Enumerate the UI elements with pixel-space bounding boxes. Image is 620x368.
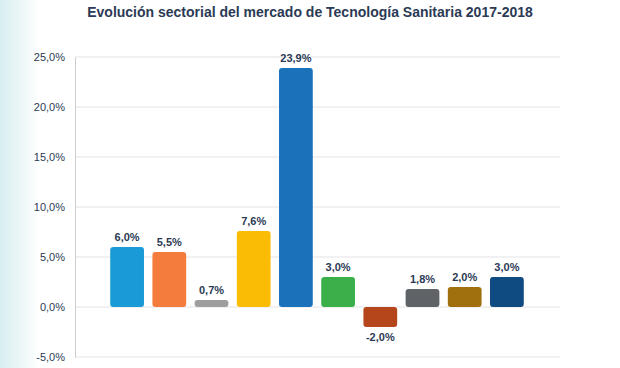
bar	[110, 247, 144, 307]
grid	[75, 57, 560, 357]
data-label: 0,7%	[199, 284, 224, 296]
bar	[321, 277, 355, 307]
grid-line	[75, 357, 560, 358]
data-label: 1,8%	[410, 273, 435, 285]
tick: 5,0%	[40, 251, 75, 263]
grid-line	[75, 107, 560, 108]
y-axis: -5,0% 0,0% 5,0% 10,0% 15,0% 20,0% 25,0%	[34, 51, 76, 363]
bar	[279, 68, 313, 307]
tick: 10,0%	[34, 201, 75, 213]
data-label: 5,5%	[157, 236, 182, 248]
data-label: 3,0%	[494, 261, 519, 273]
tick-label: 10,0%	[34, 201, 65, 213]
bars	[110, 68, 524, 327]
data-label: 7,6%	[241, 215, 266, 227]
tick: 0,0%	[40, 301, 75, 313]
tick-label: 0,0%	[40, 301, 65, 313]
title: Evolución sectorial del mercado de Tecno…	[87, 4, 533, 20]
chart: Evolución sectorial del mercado de Tecno…	[0, 0, 620, 368]
tick-label: 25,0%	[34, 51, 65, 63]
axis-line	[75, 58, 76, 358]
tick: 25,0%	[34, 51, 75, 63]
data-label: 2,0%	[452, 271, 477, 283]
tick: -5,0%	[36, 351, 75, 363]
bar	[195, 300, 229, 307]
tick-label: 20,0%	[34, 101, 65, 113]
bar	[406, 289, 440, 307]
data-label: 23,9%	[280, 52, 311, 64]
tick-label: -5,0%	[36, 351, 65, 363]
data-label: -2,0%	[366, 331, 395, 343]
grid-line	[75, 207, 560, 208]
grid-line	[75, 307, 560, 308]
tick: 15,0%	[34, 151, 75, 163]
tick-label: 15,0%	[34, 151, 65, 163]
data-labels: 6,0% 5,5% 0,7% 7,6% 23,9% 3,0% -2,0% 1,8% 2,0% 3,…	[115, 52, 520, 343]
tick-label: 5,0%	[40, 251, 65, 263]
grid-line	[75, 257, 560, 258]
bar	[363, 307, 397, 327]
grid-line	[75, 57, 560, 58]
data-label: 3,0%	[326, 261, 351, 273]
bar	[448, 287, 482, 307]
bar	[237, 231, 271, 307]
tick: 20,0%	[34, 101, 75, 113]
bar	[152, 252, 186, 307]
bar	[490, 277, 524, 307]
data-label: 6,0%	[115, 231, 140, 243]
grid-line	[75, 157, 560, 158]
